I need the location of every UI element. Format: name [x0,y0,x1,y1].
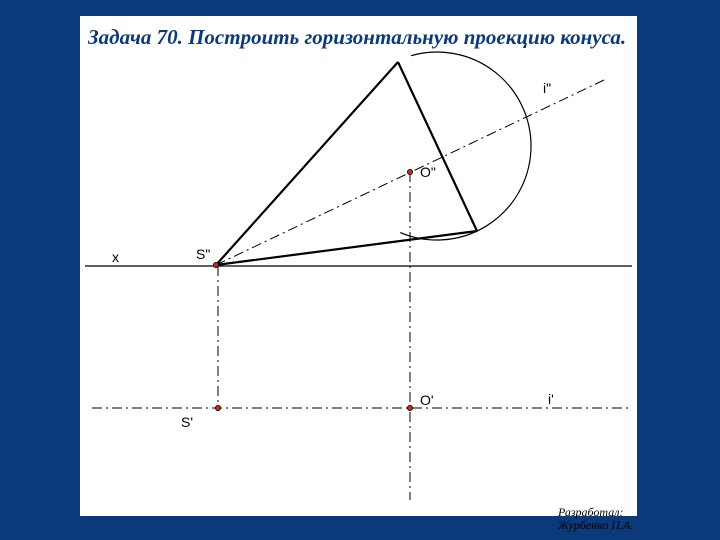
cone-edge-a [216,62,398,265]
label-i2: i" [543,80,551,96]
cone-base-arc [400,52,531,240]
point-S1 [215,405,220,410]
point-O2 [407,169,412,174]
label-i1: i' [548,391,554,407]
author-credit: Разработал:Журбенко П.А. [558,506,633,532]
point-S2 [213,262,218,267]
diagram-svg: x i" i' S" O" S' O' [0,0,720,540]
label-O2: O" [420,164,436,180]
slide-outer: x i" i' S" O" S' O' Задача 70. Построить гориз… [0,0,720,540]
white-panel: x i" i' S" O" S' O' [80,16,637,516]
label-S2: S" [196,246,210,262]
cone-edge-b [216,231,477,265]
label-O1: O' [420,392,434,408]
point-O1 [407,405,412,410]
label-x: x [112,249,119,265]
label-S1: S' [181,414,193,430]
problem-title: Задача 70. Построить горизонтальную прое… [88,24,633,50]
